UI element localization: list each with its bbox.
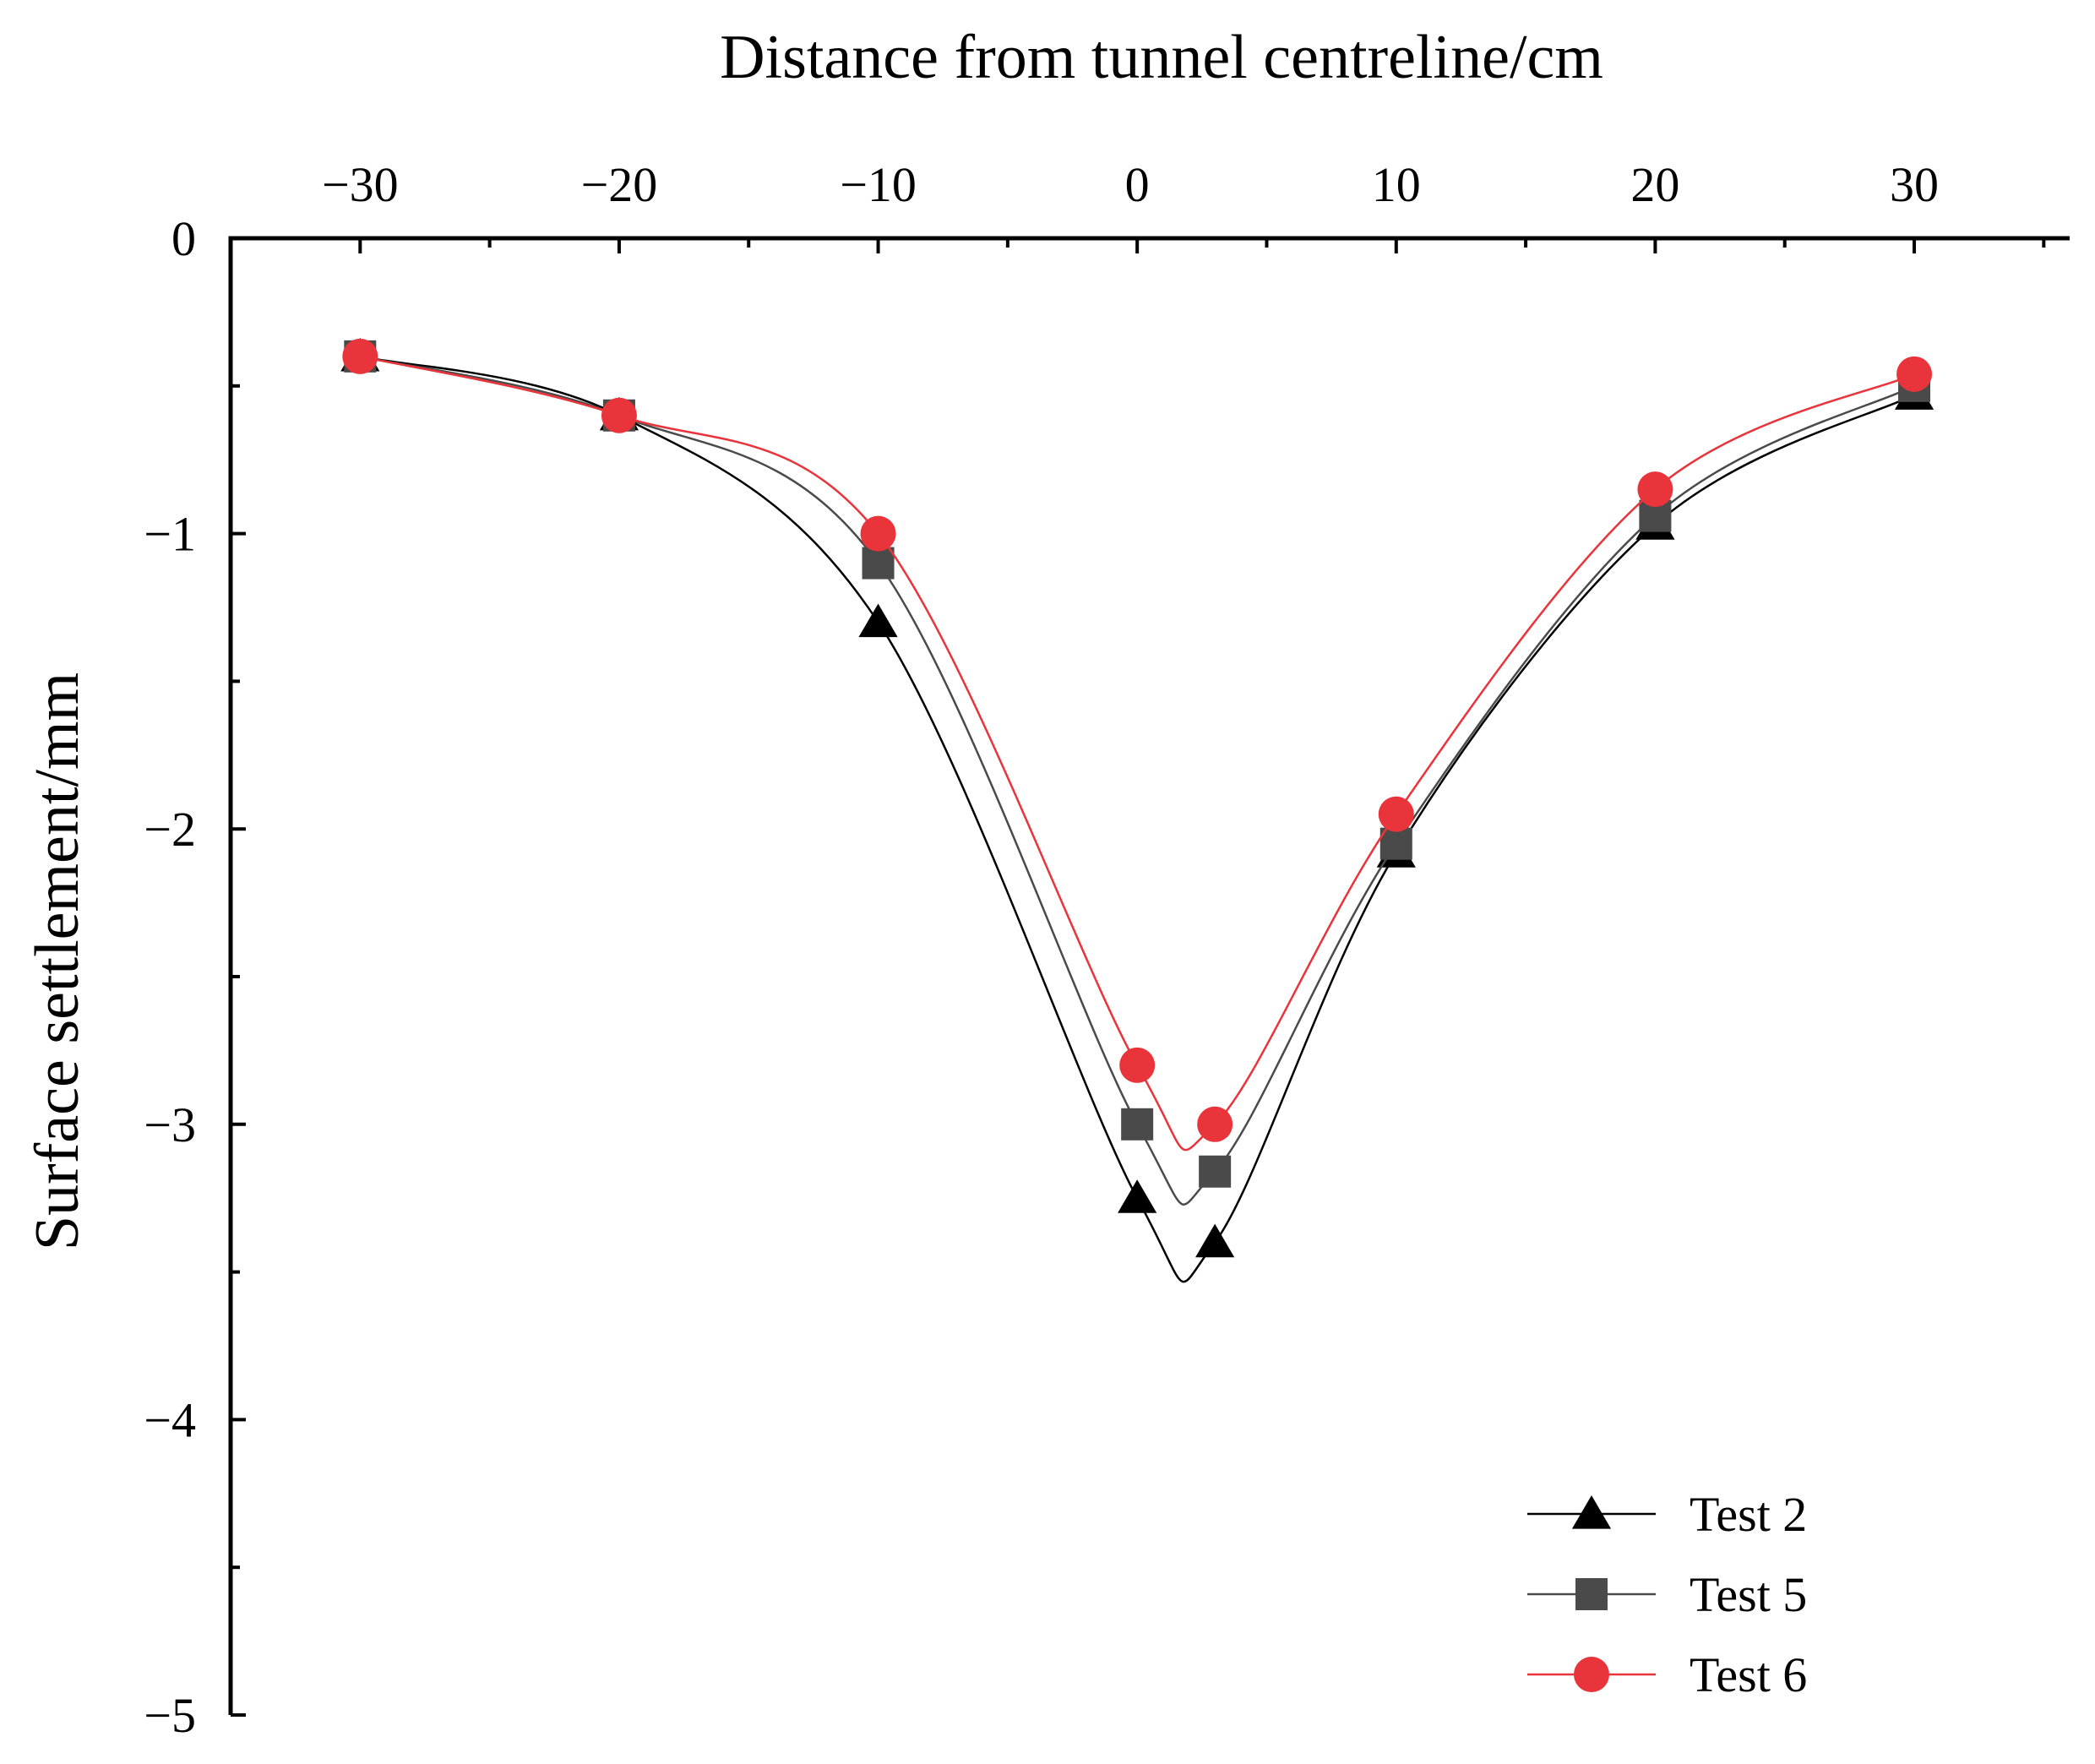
- data-point-test-6: [860, 515, 896, 552]
- legend-label-test-2: Test 2: [1690, 1487, 1807, 1542]
- series-test-6: [342, 338, 1933, 1152]
- legend-label-test-6: Test 6: [1690, 1647, 1807, 1702]
- series-line-test-5: [360, 355, 1915, 1206]
- legend-item-test-2: Test 2: [1527, 1487, 1807, 1542]
- series-layer: [340, 337, 1934, 1283]
- y-tick-label: 0: [171, 211, 196, 266]
- x-tick-label: 30: [1890, 157, 1939, 212]
- y-tick-label: −4: [144, 1392, 196, 1447]
- legend-marker-test-5: [1575, 1578, 1608, 1610]
- y-tick-label: −5: [144, 1688, 196, 1743]
- x-tick-label: 20: [1630, 157, 1679, 212]
- data-point-test-2: [858, 603, 898, 638]
- series-line-test-2: [360, 355, 1915, 1283]
- data-point-test-6: [601, 397, 637, 433]
- x-tick-label: 10: [1372, 157, 1421, 212]
- y-tick-label: −3: [144, 1097, 196, 1152]
- series-line-test-6: [360, 355, 1915, 1152]
- x-axis-title: Distance from tunnel centreline/cm: [720, 23, 1603, 92]
- x-tick-label: −30: [322, 157, 399, 212]
- axes: −30 −20 −10 0 10 20 30 0 −1 −2 −3 −4 −5: [144, 157, 2070, 1743]
- legend-marker-test-6: [1574, 1657, 1609, 1692]
- data-point-test-6: [342, 338, 378, 374]
- legend-item-test-6: Test 6: [1527, 1647, 1807, 1702]
- y-tick-label: −1: [144, 507, 196, 562]
- legend: Test 2 Test 5 Test 6: [1527, 1487, 1807, 1702]
- data-point-test-6: [1896, 356, 1933, 392]
- data-point-test-5: [1121, 1108, 1154, 1141]
- x-tick-label: 0: [1125, 157, 1150, 212]
- data-point-test-6: [1378, 796, 1414, 832]
- data-point-test-5: [862, 547, 895, 580]
- legend-marker-test-2: [1571, 1495, 1612, 1529]
- legend-item-test-5: Test 5: [1527, 1567, 1807, 1622]
- data-point-test-6: [1119, 1047, 1156, 1083]
- data-point-test-2: [1195, 1223, 1235, 1258]
- data-point-test-2: [1118, 1179, 1157, 1213]
- data-point-test-5: [1379, 827, 1412, 860]
- data-point-test-6: [1637, 471, 1673, 508]
- x-tick-label: −20: [581, 157, 658, 212]
- data-point-test-5: [1199, 1155, 1232, 1188]
- y-axis-title: Surface settlement/mm: [23, 672, 92, 1250]
- y-tick-label: −2: [144, 802, 196, 857]
- legend-label-test-5: Test 5: [1690, 1567, 1807, 1622]
- data-point-test-6: [1197, 1106, 1233, 1142]
- x-tick-label: −10: [840, 157, 917, 212]
